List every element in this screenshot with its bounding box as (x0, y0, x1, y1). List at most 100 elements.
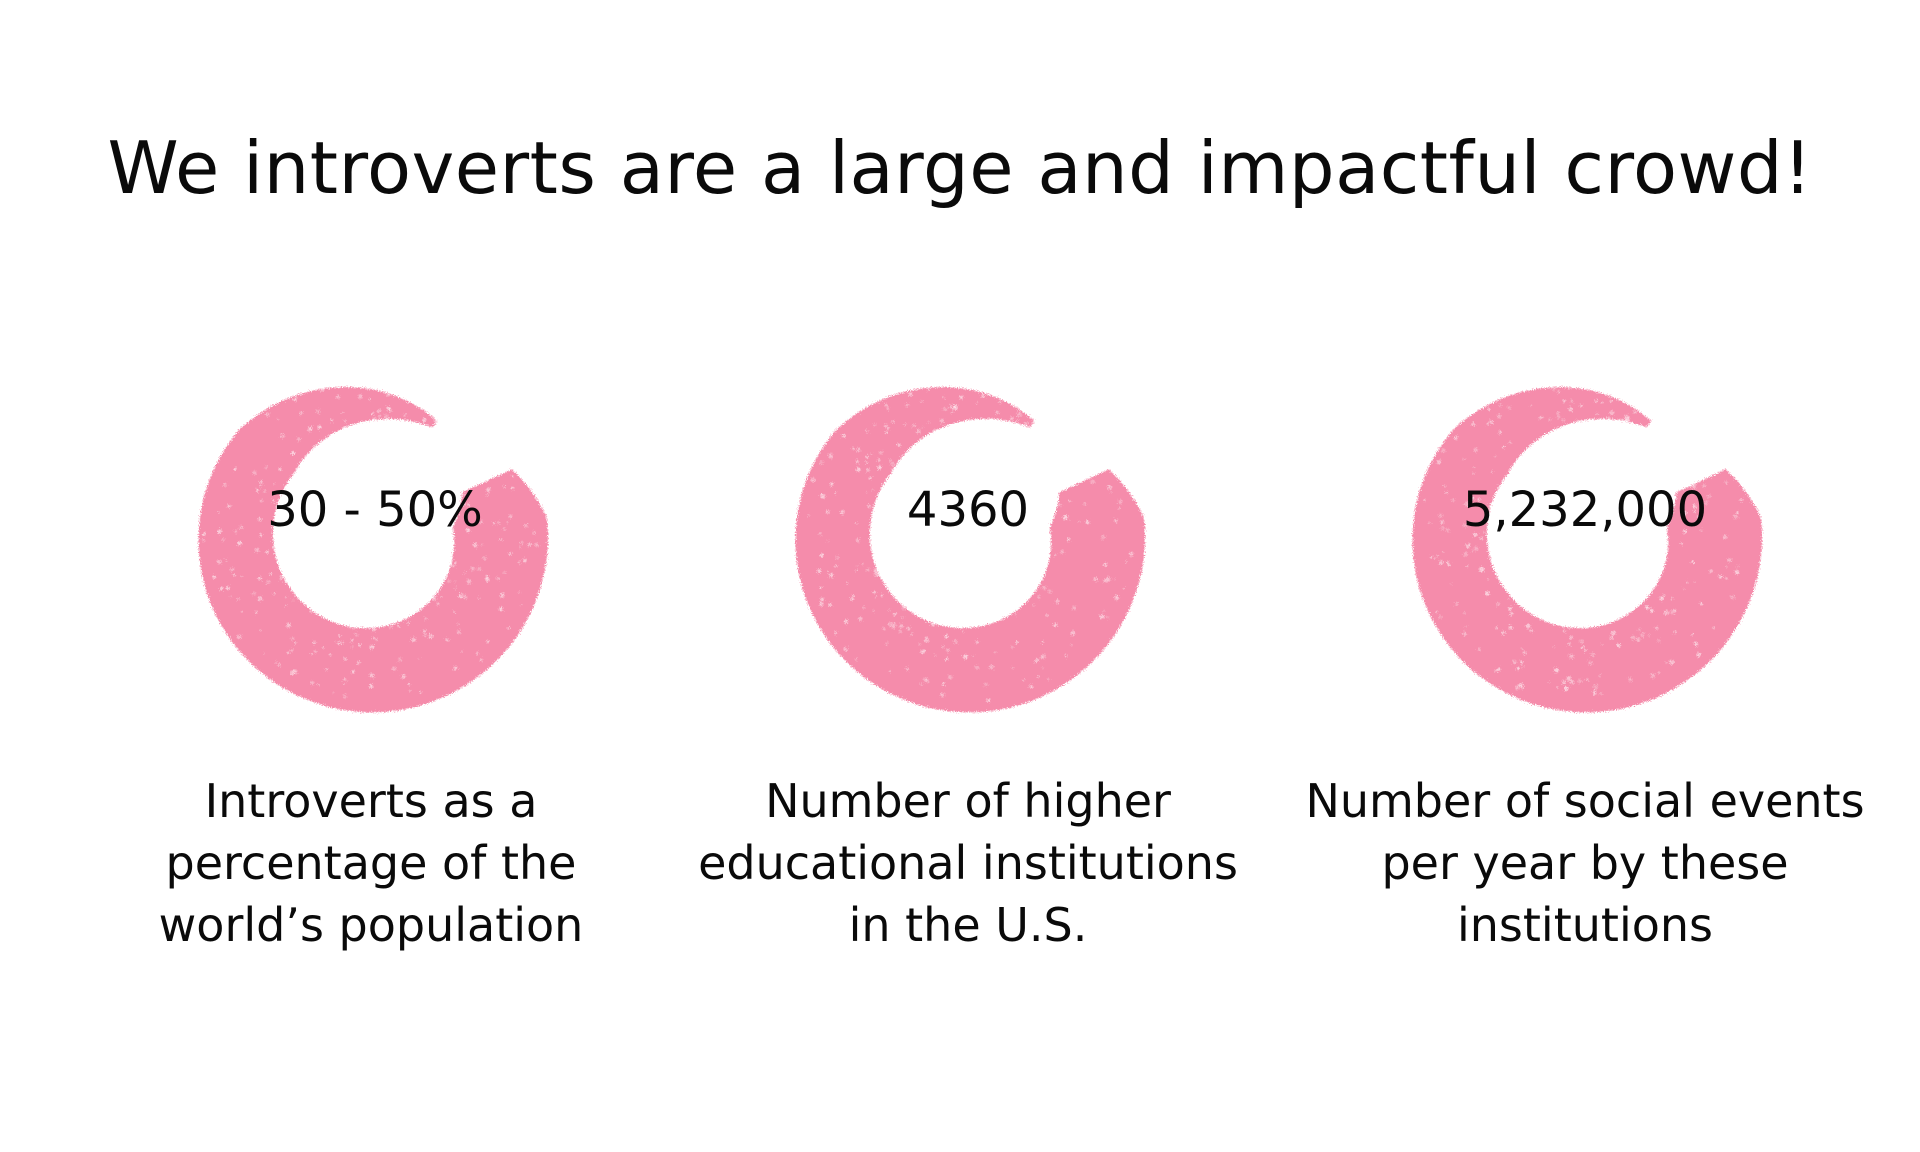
crayon-speckle (886, 427, 889, 430)
stat-value: 30 - 50% (95, 480, 655, 540)
crayon-speckle (418, 657, 420, 659)
crayon-speckle (1566, 676, 1571, 681)
crayon-speckle (1599, 675, 1601, 677)
crayon-speckle (293, 669, 297, 673)
crayon-speckle (343, 426, 347, 430)
crayon-speckle (827, 540, 829, 542)
crayon-speckle (1495, 456, 1497, 458)
crayon-speckle (942, 646, 944, 648)
crayon-speckle (1010, 417, 1013, 420)
crayon-speckle (1643, 413, 1647, 417)
crayon-speckle (1600, 693, 1603, 696)
crayon-speckle (1466, 565, 1468, 567)
crayon-speckle (1487, 578, 1489, 580)
crayon-speckle (924, 611, 928, 615)
crayon-speckle (354, 633, 358, 637)
crayon-speckle (1558, 391, 1560, 393)
crayon-speckle (273, 592, 275, 594)
crayon-speckle (1103, 563, 1107, 567)
crayon-speckle (294, 398, 297, 401)
crayon-speckle (951, 411, 953, 413)
crayon-speckle (518, 561, 521, 564)
crayon-speckle (478, 597, 480, 599)
crayon-speckle (1017, 412, 1022, 417)
crayon-speckle (866, 468, 870, 472)
crayon-speckle (1455, 602, 1459, 606)
crayon-speckle (291, 649, 294, 652)
crayon-speckle (999, 401, 1001, 403)
crayon-speckle (1556, 687, 1558, 689)
crayon-speckle (844, 647, 848, 651)
crayon-speckle (1596, 413, 1598, 415)
crayon-speckle (270, 573, 272, 575)
crayon-speckle (1610, 400, 1613, 403)
crayon-speckle (873, 591, 876, 594)
crayon-speckle (1060, 550, 1064, 554)
crayon-speckle (1726, 566, 1728, 568)
crayon-speckle (877, 459, 880, 462)
crayon-speckle (265, 466, 268, 469)
crayon-speckle (962, 631, 964, 633)
crayon-speckle (897, 443, 900, 446)
crayon-speckle (1663, 594, 1665, 596)
crayon-speckle (1463, 458, 1465, 460)
crayon-speckle (520, 464, 524, 468)
crayon-stroke (796, 387, 1146, 712)
crayon-speckle (1496, 603, 1500, 607)
crayon-speckle (1591, 653, 1595, 657)
crayon-speckle (288, 583, 293, 588)
crayon-speckle (1437, 460, 1442, 465)
crayon-speckle (1009, 422, 1013, 426)
crayon-speckle (1601, 643, 1603, 645)
crayon-speckle (1553, 646, 1555, 648)
crayon-speckle (331, 419, 333, 421)
crayon-speckle (1451, 583, 1453, 585)
crayon-speckle (384, 415, 388, 419)
crayon-speckle (1526, 624, 1531, 629)
crayon-speckle (954, 640, 958, 644)
crayon-speckle (977, 402, 979, 404)
crayon-speckle (464, 572, 466, 574)
crayon-speckle (463, 595, 467, 599)
crayon-speckle (1070, 635, 1072, 637)
crayon-speckle (1633, 410, 1636, 413)
crayon-speckle (820, 554, 824, 558)
crayon-speckle (1634, 426, 1636, 428)
crayon-speckle (351, 639, 354, 642)
crayon-speckle (1509, 442, 1511, 444)
crayon-speckle (891, 625, 895, 629)
crayon-speckle (252, 592, 256, 596)
crayon-speckle (1492, 561, 1494, 563)
crayon-speckle (1101, 615, 1105, 619)
crayon-speckle (916, 429, 921, 434)
crayon-speckle (523, 558, 527, 562)
crayon-speckle (942, 683, 945, 686)
crayon-speckle (1491, 471, 1493, 473)
crayon-speckle (829, 573, 833, 577)
crayon-speckle (1709, 570, 1713, 574)
crayon-speckle (287, 651, 290, 654)
crayon-speckle (1517, 667, 1520, 670)
crayon-speckle (1638, 628, 1641, 631)
crayon-speckle (454, 562, 457, 565)
crayon-speckle (351, 646, 353, 648)
crayon-speckle (835, 565, 838, 568)
crayon-speckle (889, 459, 892, 462)
crayon-speckle (333, 692, 335, 694)
crayon-speckle (1691, 561, 1694, 564)
crayon-speckle (937, 622, 941, 626)
crayon-speckle (385, 390, 388, 393)
crayon-speckle (1658, 672, 1660, 674)
crayon-speckle (398, 658, 402, 662)
crayon-speckle (1510, 612, 1513, 615)
crayon-speckle (1682, 588, 1684, 590)
crayon-speckle (436, 602, 439, 605)
crayon-speckle (1586, 678, 1589, 681)
crayon-speckle (226, 586, 230, 590)
crayon-speckle (252, 471, 256, 475)
crayon-speckle (497, 578, 499, 580)
crayon-speckle (455, 587, 457, 589)
crayon-speckle (266, 550, 269, 553)
crayon-speckle (1700, 603, 1703, 606)
crayon-speckle (928, 421, 930, 423)
